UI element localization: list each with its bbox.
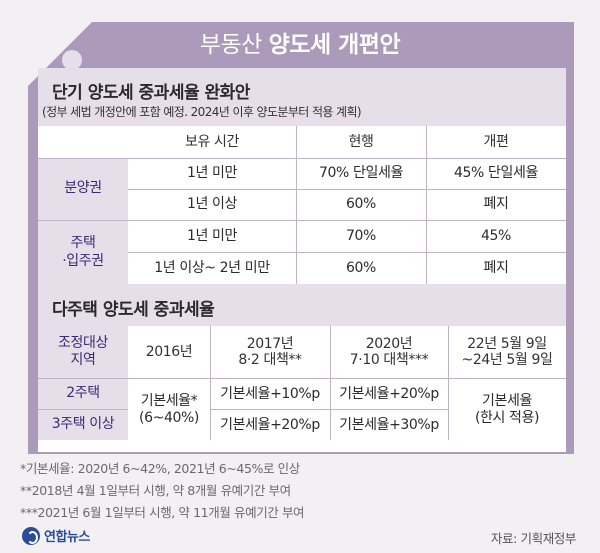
table-row-cell: 1년 미만 xyxy=(187,228,237,245)
logo-text: 연합뉴스 xyxy=(44,530,90,545)
header-2020-line2: 7·10 대책*** xyxy=(349,352,429,368)
yonhap-logo: 연합뉴스 xyxy=(22,526,90,545)
header-holding-period: 보유 시간 xyxy=(185,133,239,150)
table-row-cell: 45% xyxy=(481,228,511,245)
table-row-cell: 45% 단일세율 xyxy=(454,165,538,182)
footnote-1: *기본세율: 2020년 6~42%, 2021년 6~45%로 인상 xyxy=(20,461,300,476)
header-2022: 22년 5월 9일 ~24년 5월 9일 xyxy=(448,326,566,378)
group-label-bunyang: 분양권 xyxy=(38,158,128,220)
temporary-rate-line1: 기본세율 xyxy=(482,393,532,410)
header-2022-line1: 22년 5월 9일 xyxy=(467,335,547,352)
header-2016: 2016년 xyxy=(145,343,193,360)
group2-label-line2: ·입주권 xyxy=(62,252,104,269)
grid-line xyxy=(210,409,448,410)
base-rate-line2: (6~40%) xyxy=(139,409,199,426)
grid-line xyxy=(448,326,449,440)
header-2017-line2: 8·2 대책** xyxy=(238,352,302,368)
corner-label-line2: 지역 xyxy=(70,352,96,368)
group2-label-line1: 주택 xyxy=(70,235,96,251)
table-row-cell: 70% 단일세율 xyxy=(319,165,403,182)
header-current: 현행 xyxy=(348,133,374,150)
header-2020: 2020년 7·10 대책*** xyxy=(330,326,448,378)
table-row-cell: 기본세율+20%p xyxy=(339,385,439,402)
source-credit: 자료: 기획재정부 xyxy=(490,531,576,546)
base-rate-line1: 기본세율* xyxy=(140,393,198,410)
table-row-cell: 기본세율+20%p xyxy=(220,416,320,433)
group1-label: 분양권 xyxy=(64,180,102,197)
table-row-cell: 1년 이상~ 2년 미만 xyxy=(154,259,270,276)
table-row-cell: 60% xyxy=(346,196,376,213)
header-reform: 개편 xyxy=(483,133,509,150)
header-2017: 2017년 8·2 대책** xyxy=(210,326,330,378)
grid-line xyxy=(210,326,211,440)
grid-line xyxy=(38,158,566,159)
table-row-cell: 폐지 xyxy=(483,196,509,213)
table-row-cell: 60% xyxy=(346,259,376,276)
table-row-cell: 1년 이상 xyxy=(187,196,237,213)
group-label-housing: 주택 ·입주권 xyxy=(38,221,128,284)
base-rate-cell: 기본세율* (6~40%) xyxy=(128,379,210,440)
grid-line xyxy=(128,189,566,190)
grid-line xyxy=(426,126,427,284)
section1-title: 단기 양도세 중과세율 완화안 xyxy=(52,83,250,103)
yonhap-logo-icon xyxy=(22,526,40,545)
header-2017-line1: 2017년 xyxy=(246,335,294,352)
tag-hole xyxy=(62,50,82,70)
table-row-cell: 폐지 xyxy=(483,259,509,276)
grid-line xyxy=(296,126,297,284)
temporary-rate-cell: 기본세율 (한시 적용) xyxy=(448,379,566,440)
content-panel: 단기 양도세 중과세율 완화안 (정부 세법 개정안에 포함 예정. 2024년… xyxy=(38,68,566,452)
row-label-3houses: 3주택 이상 xyxy=(38,410,128,440)
section1-header: 단기 양도세 중과세율 완화안 (정부 세법 개정안에 포함 예정. 2024년… xyxy=(38,68,566,126)
row-label-2houses: 2주택 xyxy=(38,379,128,409)
title-bold: 양도세 개편안 xyxy=(268,32,401,58)
section1-subtitle: (정부 세법 개정안에 포함 예정. 2024년 이후 양도분부터 적용 계획) xyxy=(42,105,362,119)
grid-line xyxy=(330,326,331,440)
header-2020-line1: 2020년 xyxy=(365,335,413,352)
table-row-cell: 기본세율+30%p xyxy=(339,416,439,433)
header-2022-line2: ~24년 5월 9일 xyxy=(461,352,553,368)
section2-title: 다주택 양도세 중과세율 xyxy=(52,300,215,320)
title-light: 부동산 xyxy=(199,32,262,58)
section2-header: 다주택 양도세 중과세율 xyxy=(38,284,566,326)
table-row-cell: 기본세율+10%p xyxy=(220,385,320,402)
corner-label-line1: 조정대상 xyxy=(58,334,108,351)
temporary-rate-line2: (한시 적용) xyxy=(474,409,540,426)
footnotes: *기본세율: 2020년 6~42%, 2021년 6~45%로 인상 **20… xyxy=(20,458,305,524)
grid-line xyxy=(38,220,566,221)
grid-line xyxy=(128,252,566,253)
page-title: 부동산 양도세 개편안 xyxy=(0,22,600,68)
table-row-cell: 70% xyxy=(346,228,376,245)
corner-label: 조정대상 지역 xyxy=(38,326,128,378)
grid-line xyxy=(38,378,566,379)
footnote-2: **2018년 4월 1일부터 시행, 약 8개월 유예기간 부여 xyxy=(20,483,291,498)
grid-line xyxy=(38,409,128,410)
table-row-cell: 1년 미만 xyxy=(187,165,237,182)
footnote-3: ***2021년 6월 1일부터 시행, 약 11개월 유예기간 부여 xyxy=(20,505,305,520)
